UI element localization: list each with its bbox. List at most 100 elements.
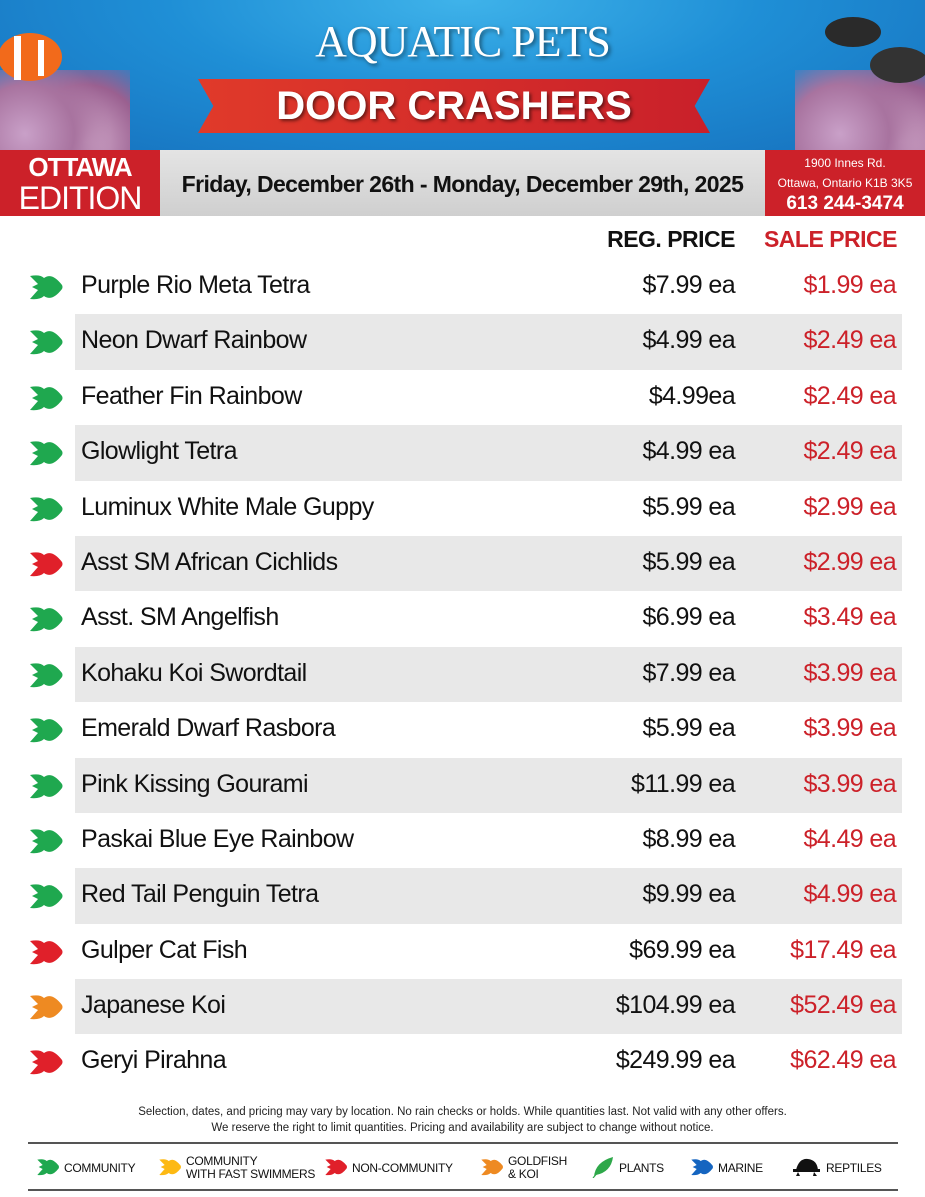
- sale-price: $3.99 ea: [803, 714, 896, 743]
- reg-price: $7.99 ea: [642, 658, 735, 687]
- fish-icon: [28, 660, 64, 690]
- legend-label: COMMUNITY: [64, 1160, 136, 1175]
- legend-label: MARINE: [718, 1160, 763, 1175]
- reg-price: $4.99 ea: [642, 437, 735, 466]
- legend-divider-top: [28, 1142, 898, 1144]
- fish-icon: [480, 1156, 504, 1181]
- reg-price: $4.99 ea: [642, 326, 735, 355]
- sale-price: $2.99 ea: [803, 492, 896, 521]
- legend-label-line1: GOLDFISH: [508, 1154, 567, 1168]
- sale-dates: Friday, December 26th - Monday, December…: [181, 171, 744, 197]
- fish-icon: [28, 327, 64, 357]
- item-name: Paskai Blue Eye Rainbow: [81, 824, 354, 853]
- table-row: Purple Rio Meta Tetra $7.99 ea $1.99 ea: [0, 259, 925, 314]
- sale-price: $4.99 ea: [803, 880, 896, 909]
- edition-badge: OTTAWA EDITION: [0, 150, 160, 216]
- table-row: Feather Fin Rainbow $4.99ea $2.49 ea: [0, 370, 925, 425]
- coral-image-left: [0, 70, 130, 150]
- legend: COMMUNITY COMMUNITY WITH FAST SWIMMERS NON-…: [28, 1148, 898, 1188]
- legend-label-line1: COMMUNITY: [64, 1160, 136, 1175]
- table-row: Kohaku Koi Swordtail $7.99 ea $3.99 ea: [0, 646, 925, 703]
- table-row: Gulper Cat Fish $69.99 ea $17.49 ea: [0, 924, 925, 979]
- fish-icon: [158, 1156, 182, 1181]
- item-name: Asst SM African Cichlids: [81, 547, 338, 576]
- sale-price: $62.49 ea: [790, 1046, 896, 1075]
- reg-price: $69.99 ea: [629, 935, 735, 964]
- fish-icon: [28, 272, 64, 302]
- sale-price: $2.99 ea: [803, 547, 896, 576]
- reg-price: $5.99 ea: [642, 492, 735, 521]
- reg-price: $6.99 ea: [642, 603, 735, 632]
- fish-icon: [28, 604, 64, 634]
- fish-icon: [28, 881, 64, 911]
- reg-price: $9.99 ea: [642, 880, 735, 909]
- legend-label: REPTILES: [826, 1161, 882, 1175]
- item-name: Geryi Pirahna: [81, 1046, 227, 1075]
- sale-price: $2.49 ea: [803, 326, 896, 355]
- sale-price: $3.99 ea: [803, 769, 896, 798]
- disclaimer-line2: We reserve the right to limit quantities…: [211, 1122, 714, 1134]
- legend-item-community: COMMUNITY: [36, 1148, 136, 1188]
- fish-icon: [36, 1156, 60, 1181]
- fish-icon: [28, 771, 64, 801]
- legend-item-reptiles: REPTILES: [790, 1148, 882, 1188]
- reg-price: $7.99 ea: [642, 271, 735, 299]
- legend-label-line2: & KOI: [508, 1167, 539, 1181]
- legend-item-plants: PLANTS: [591, 1148, 664, 1188]
- sale-price: $17.49 ea: [790, 935, 896, 964]
- item-name: Asst. SM Angelfish: [81, 603, 279, 632]
- legend-item-fast: COMMUNITY WITH FAST SWIMMERS: [158, 1148, 315, 1188]
- item-name: Japanese Koi: [81, 991, 226, 1020]
- header-banner: AQUATIC PETS DOOR CRASHERS: [0, 0, 925, 150]
- legend-label: NON-COMMUNITY: [352, 1161, 453, 1175]
- fish-icon: [28, 494, 64, 524]
- fish-icon: [28, 826, 64, 856]
- store-info: 1900 Innes Rd. Ottawa, Ontario K1B 3K5 6…: [765, 150, 925, 216]
- reg-price: $104.99 ea: [615, 991, 736, 1020]
- sale-price: $3.49 ea: [803, 603, 896, 632]
- legend-label: COMMUNITY WITH FAST SWIMMERS: [186, 1155, 315, 1181]
- disclaimer-line1: Selection, dates, and pricing may vary b…: [138, 1106, 787, 1118]
- legend-item-goldfish: GOLDFISH & KOI: [480, 1148, 567, 1188]
- legend-label-line1: COMMUNITY: [186, 1154, 258, 1168]
- edition-label: EDITION: [18, 180, 143, 216]
- item-name: Luminux White Male Guppy: [81, 492, 374, 521]
- table-row: Emerald Dwarf Rasbora $5.99 ea $3.99 ea: [0, 702, 925, 757]
- sale-price: $2.49 ea: [803, 437, 896, 466]
- fish-icon: [28, 937, 64, 967]
- fish-icon: [28, 715, 64, 745]
- table-row: Glowlight Tetra $4.99 ea $2.49 ea: [0, 425, 925, 481]
- reg-price-header: REG. PRICE: [607, 226, 735, 252]
- reg-price: $8.99 ea: [642, 824, 735, 853]
- turtle-icon: [790, 1156, 822, 1181]
- table-row: Red Tail Penguin Tetra $9.99 ea $4.99 ea: [0, 868, 925, 925]
- door-crashers-ribbon: DOOR CRASHERS: [198, 79, 710, 133]
- item-name: Kohaku Koi Swordtail: [81, 658, 307, 687]
- reg-price: $5.99 ea: [642, 714, 735, 743]
- fish-icon: [28, 438, 64, 468]
- item-name: Neon Dwarf Rainbow: [81, 326, 307, 355]
- table-row: Luminux White Male Guppy $5.99 ea $2.99 …: [0, 481, 925, 536]
- edition-city: OTTAWA: [28, 152, 132, 182]
- coral-image-right: [795, 70, 925, 150]
- legend-label-line1: MARINE: [718, 1160, 763, 1175]
- info-band: OTTAWA EDITION Friday, December 26th - M…: [0, 150, 925, 216]
- price-list: Purple Rio Meta Tetra $7.99 ea $1.99 ea …: [0, 259, 925, 1090]
- reg-price: $5.99 ea: [642, 547, 735, 576]
- store-address-line1: 1900 Innes Rd.: [804, 156, 886, 170]
- legend-divider-bottom: [28, 1189, 898, 1191]
- legend-label: PLANTS: [619, 1161, 664, 1175]
- fish-icon: [28, 1047, 64, 1077]
- item-name: Gulper Cat Fish: [81, 935, 248, 964]
- fish-icon: [690, 1156, 714, 1181]
- sale-price: $1.99 ea: [803, 271, 896, 299]
- fish-icon: [324, 1156, 348, 1181]
- table-row: Pink Kissing Gourami $11.99 ea $3.99 ea: [0, 757, 925, 814]
- table-row: Asst. SM Angelfish $6.99 ea $3.49 ea: [0, 591, 925, 646]
- fish-icon: [28, 383, 64, 413]
- item-name: Feather Fin Rainbow: [81, 381, 302, 410]
- sale-price: $4.49 ea: [803, 824, 896, 853]
- sale-price: $3.99 ea: [803, 658, 896, 687]
- item-name: Pink Kissing Gourami: [81, 769, 309, 798]
- table-row: Neon Dwarf Rainbow $4.99 ea $2.49 ea: [0, 314, 925, 371]
